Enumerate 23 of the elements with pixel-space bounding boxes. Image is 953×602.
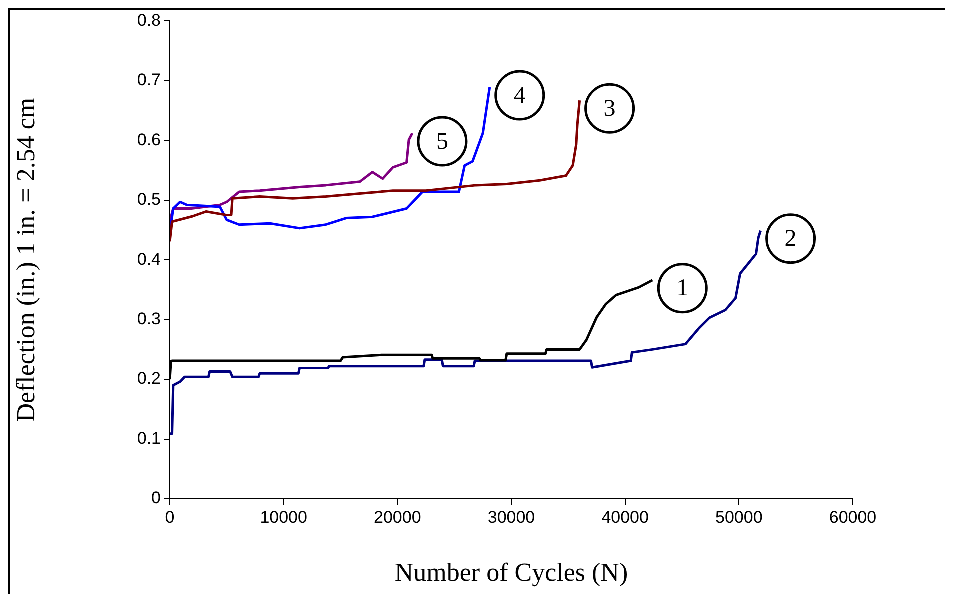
y-tick-label: 0.6 [137, 130, 161, 150]
series-label: 2 [784, 226, 797, 252]
x-axis-title: Number of Cycles (N) [394, 558, 628, 588]
y-tick-label: 0.4 [137, 250, 161, 269]
y-tick-label: 0.8 [137, 10, 161, 30]
series-label: 5 [436, 128, 448, 155]
y-tick-label: 0.1 [137, 428, 161, 448]
x-tick-label: 0 [165, 508, 175, 527]
x-tick-label: 10000 [260, 508, 308, 527]
series-label: 4 [514, 82, 526, 109]
x-tick-label: 60000 [829, 508, 877, 527]
series-label: 3 [604, 96, 616, 122]
x-tick-label: 40000 [602, 508, 649, 527]
y-tick-label: 0.2 [137, 369, 161, 388]
series-label: 1 [676, 276, 689, 302]
y-tick-label: 0.5 [137, 190, 161, 210]
x-tick-label: 20000 [374, 508, 422, 527]
x-tick-label: 30000 [488, 508, 536, 527]
y-tick-label: 0.3 [137, 310, 161, 329]
y-tick-label: 0 [152, 488, 161, 508]
y-axis-title: Deflection (in.) 1 in. = 2.54 cm [11, 98, 40, 422]
y-tick-label: 0.7 [137, 70, 161, 90]
x-tick-label: 50000 [716, 508, 763, 527]
